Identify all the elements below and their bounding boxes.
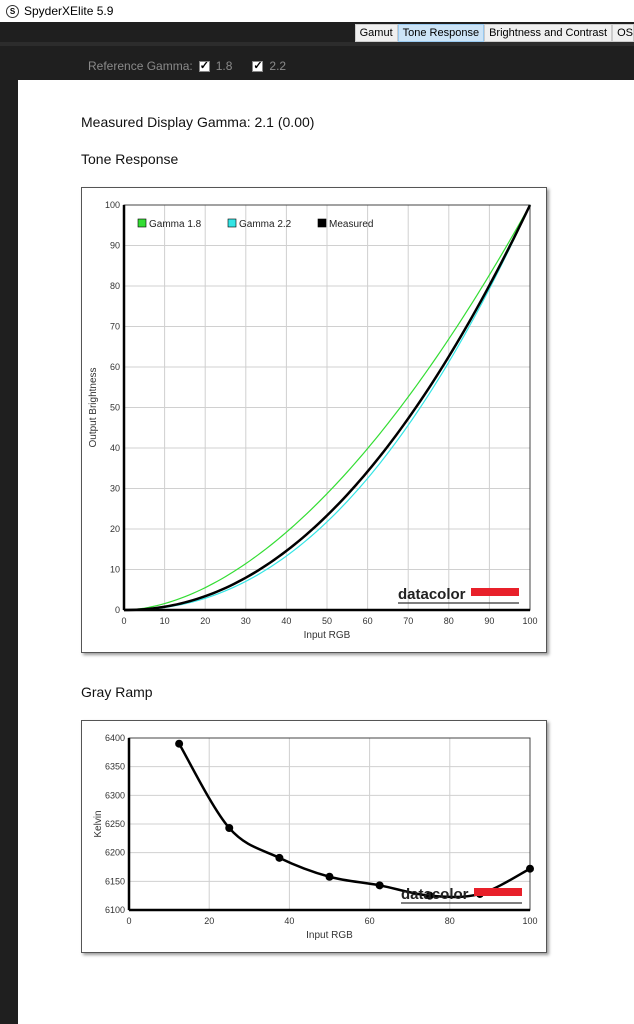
data-point — [425, 891, 434, 900]
tone-response-title: Tone Response — [81, 151, 179, 167]
gray-ramp-title: Gray Ramp — [81, 684, 153, 700]
tab-brightness-contrast[interactable]: Brightness and Contrast — [484, 24, 613, 42]
tab-strip: Gamut Tone Response Brightness and Contr… — [354, 24, 634, 42]
data-point — [325, 872, 334, 881]
legend-swatch — [137, 218, 147, 228]
tone-response-svg: 0 10 20 30 40 50 60 70 80 90 100 0 10 20 30 40 50 60 70 80 9… — [88, 200, 538, 641]
y-tick-label: 20 — [110, 524, 120, 534]
left-panel — [0, 80, 18, 1024]
x-axis-label: Input RGB — [304, 630, 351, 641]
reference-gamma: Reference Gamma: 1.8 2.2 — [88, 59, 287, 74]
legend-swatch — [227, 218, 237, 228]
x-tick-label: 80 — [444, 616, 454, 626]
y-tick-label: 50 — [110, 403, 120, 413]
x-tick-label: 40 — [284, 916, 294, 926]
x-tick-label: 20 — [200, 616, 210, 626]
series-line-0 — [123, 204, 531, 611]
data-point — [526, 864, 534, 873]
y-axis-label: Output Brightness — [88, 367, 99, 447]
x-tick-label: 100 — [522, 916, 537, 926]
tab-gamut[interactable]: Gamut — [354, 24, 398, 42]
window-title: SpyderXElite 5.9 — [24, 4, 114, 18]
x-tick-label: 0 — [121, 616, 126, 626]
datacolor-logo-bar — [474, 888, 522, 896]
y-tick-label: 0 — [115, 605, 120, 615]
x-axis-label: Input RGB — [306, 930, 353, 941]
x-tick-label: 30 — [241, 616, 251, 626]
x-tick-label: 90 — [484, 616, 494, 626]
y-tick-label: 6100 — [105, 905, 125, 915]
reference-gamma-label: Reference Gamma: — [88, 59, 193, 73]
datacolor-logo: datacolor — [401, 886, 469, 903]
tab-os[interactable]: OS — [612, 24, 634, 42]
y-tick-label: 30 — [110, 484, 120, 494]
tab-tone-response[interactable]: Tone Response — [397, 24, 485, 42]
gray-ramp-chart: 0 20 40 60 80 100 6100 6150 6200 6250 6300 6350 6400… — [81, 720, 547, 953]
x-tick-label: 0 — [126, 916, 131, 926]
series-line-1 — [123, 204, 531, 611]
legend-swatch — [317, 218, 327, 228]
x-tick-label: 70 — [403, 616, 413, 626]
legend-label: Measured — [329, 219, 373, 230]
x-tick-label: 20 — [204, 916, 214, 926]
legend-label: Gamma 2.2 — [239, 219, 292, 230]
x-tick-label: 40 — [281, 616, 291, 626]
data-point — [275, 853, 284, 862]
series-line-2 — [123, 204, 532, 612]
divider — [0, 42, 634, 46]
y-tick-label: 70 — [110, 322, 120, 332]
x-tick-label: 10 — [160, 616, 170, 626]
tone-response-chart: 0 10 20 30 40 50 60 70 80 90 100 0 10 20 30 40 50 60 70 80 9… — [81, 187, 547, 653]
x-tick-label: 100 — [522, 616, 537, 626]
app-logo-icon: S — [6, 4, 19, 18]
y-tick-label: 90 — [110, 241, 120, 251]
y-tick-label: 6200 — [105, 848, 125, 858]
datacolor-logo: datacolor — [398, 586, 466, 603]
gamma-2-2-label: 2.2 — [269, 59, 287, 73]
y-tick-label: 80 — [110, 281, 120, 291]
title-bar: S SpyderXElite 5.9 — [0, 0, 634, 22]
measured-gamma: Measured Display Gamma: 2.1 (0.00) — [81, 114, 315, 130]
gamma-1-8-checkbox[interactable] — [198, 59, 210, 72]
y-tick-label: 40 — [110, 443, 120, 453]
data-point — [175, 739, 184, 748]
y-tick-label: 6300 — [105, 790, 125, 800]
y-tick-label: 6350 — [105, 762, 125, 772]
y-tick-label: 6150 — [105, 876, 125, 886]
y-tick-label: 6250 — [105, 819, 125, 829]
y-tick-label: 60 — [110, 362, 120, 372]
gray-ramp-svg: 0 20 40 60 80 100 6100 6150 6200 6250 6300 6350 6400… — [93, 733, 538, 941]
y-tick-label: 6400 — [105, 733, 125, 743]
y-tick-label: 100 — [105, 200, 120, 210]
x-tick-label: 60 — [365, 916, 375, 926]
data-point — [225, 824, 234, 833]
x-tick-label: 50 — [322, 616, 332, 626]
x-tick-label: 80 — [445, 916, 455, 926]
y-axis-label: Kelvin — [93, 810, 104, 837]
datacolor-logo-bar — [471, 588, 519, 596]
legend-label: Gamma 1.8 — [149, 219, 202, 230]
gamma-2-2-checkbox[interactable] — [252, 59, 264, 72]
gamma-1-8-label: 1.8 — [215, 59, 233, 73]
data-point — [375, 881, 384, 890]
x-tick-label: 60 — [363, 616, 373, 626]
y-tick-label: 10 — [110, 565, 120, 575]
